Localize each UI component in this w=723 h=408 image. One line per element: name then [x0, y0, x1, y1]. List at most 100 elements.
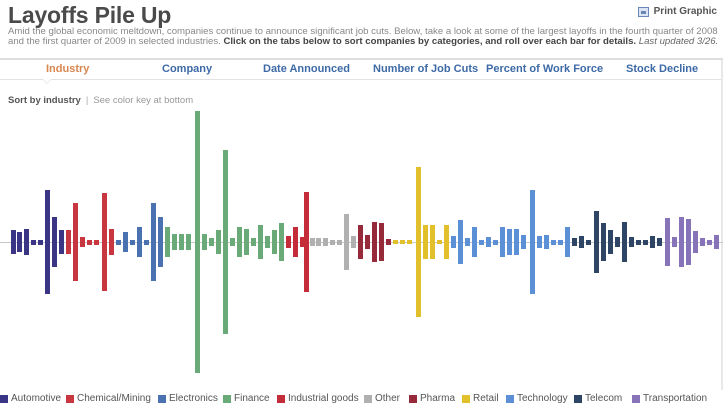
company-bar-other[interactable]	[344, 214, 349, 270]
company-bar-technology[interactable]	[500, 227, 505, 257]
company-bar-finance[interactable]	[279, 223, 284, 261]
company-bar-transportation[interactable]	[686, 219, 691, 265]
company-bar-finance[interactable]	[165, 227, 170, 257]
company-bar-automotive[interactable]	[45, 190, 50, 294]
company-bar-telecom[interactable]	[601, 223, 606, 261]
company-bar-retail[interactable]	[423, 225, 428, 259]
company-bar-chemical-mining[interactable]	[87, 239, 92, 245]
company-bar-finance[interactable]	[195, 111, 200, 373]
company-bar-finance[interactable]	[209, 238, 214, 246]
company-bar-retail[interactable]	[437, 240, 442, 244]
company-bar-chemical-mining[interactable]	[73, 203, 78, 281]
company-bar-transportation[interactable]	[672, 237, 677, 247]
company-bar-telecom[interactable]	[608, 230, 613, 254]
company-bar-pharma[interactable]	[365, 235, 370, 249]
company-bar-electronics[interactable]	[137, 227, 142, 257]
company-bar-telecom[interactable]	[643, 239, 648, 245]
company-bar-electronics[interactable]	[158, 217, 163, 267]
company-bar-pharma[interactable]	[386, 239, 391, 245]
company-bar-other[interactable]	[330, 239, 335, 245]
company-bar-technology[interactable]	[558, 239, 563, 245]
company-bar-other[interactable]	[316, 238, 321, 246]
company-bar-telecom[interactable]	[572, 238, 577, 246]
company-bar-electronics[interactable]	[116, 239, 121, 245]
tab-company[interactable]: Company	[162, 63, 213, 75]
company-bar-other[interactable]	[310, 238, 315, 246]
company-bar-telecom[interactable]	[650, 236, 655, 248]
company-bar-finance[interactable]	[265, 236, 270, 248]
tab-number-of-job-cuts[interactable]: Number of Job Cuts	[373, 63, 479, 75]
company-bar-finance[interactable]	[258, 225, 263, 259]
company-bar-transportation[interactable]	[714, 235, 719, 249]
company-bar-technology[interactable]	[486, 237, 491, 247]
company-bar-telecom[interactable]	[579, 236, 584, 248]
company-bar-finance[interactable]	[230, 238, 235, 246]
company-bar-chemical-mining[interactable]	[80, 237, 85, 247]
company-bar-telecom[interactable]	[586, 239, 591, 245]
company-bar-other[interactable]	[351, 236, 356, 248]
company-bar-electronics[interactable]	[151, 203, 156, 281]
company-bar-transportation[interactable]	[700, 238, 705, 246]
company-bar-retail[interactable]	[430, 225, 435, 259]
company-bar-finance[interactable]	[251, 238, 256, 246]
company-bar-telecom[interactable]	[615, 237, 620, 247]
print-graphic-button[interactable]: Print Graphic	[637, 6, 717, 17]
company-bar-electronics[interactable]	[123, 232, 128, 252]
company-bar-other[interactable]	[337, 239, 342, 245]
company-bar-transportation[interactable]	[693, 231, 698, 253]
tab-date-announced[interactable]: Date Announced	[263, 63, 350, 75]
company-bar-finance[interactable]	[223, 150, 228, 334]
company-bar-technology[interactable]	[521, 235, 526, 249]
company-bar-transportation[interactable]	[707, 239, 712, 245]
company-bar-technology[interactable]	[458, 220, 463, 264]
company-bar-transportation[interactable]	[679, 217, 684, 267]
company-bar-retail[interactable]	[407, 240, 412, 244]
company-bar-automotive[interactable]	[11, 230, 16, 254]
company-bar-chemical-mining[interactable]	[66, 230, 71, 254]
company-bar-retail[interactable]	[400, 240, 405, 244]
company-bar-technology[interactable]	[514, 229, 519, 255]
company-bar-telecom[interactable]	[594, 211, 599, 273]
company-bar-pharma[interactable]	[379, 223, 384, 261]
company-bar-automotive[interactable]	[52, 217, 57, 267]
tab-industry[interactable]: Industry	[46, 63, 90, 75]
company-bar-finance[interactable]	[179, 234, 184, 250]
company-bar-automotive[interactable]	[24, 229, 29, 255]
company-bar-telecom[interactable]	[622, 222, 627, 262]
company-bar-finance[interactable]	[172, 234, 177, 250]
company-bar-finance[interactable]	[216, 230, 221, 254]
company-bar-technology[interactable]	[451, 236, 456, 248]
company-bar-technology[interactable]	[472, 227, 477, 257]
company-bar-transportation[interactable]	[665, 218, 670, 266]
company-bar-automotive[interactable]	[31, 239, 36, 245]
company-bar-automotive[interactable]	[17, 232, 22, 252]
company-bar-industrial-goods[interactable]	[286, 236, 291, 248]
company-bar-technology[interactable]	[544, 235, 549, 249]
company-bar-retail[interactable]	[416, 167, 421, 317]
company-bar-retail[interactable]	[444, 225, 449, 259]
company-bar-finance[interactable]	[237, 227, 242, 257]
company-bar-finance[interactable]	[186, 234, 191, 250]
company-bar-automotive[interactable]	[38, 239, 43, 245]
company-bar-technology[interactable]	[507, 229, 512, 255]
company-bar-finance[interactable]	[202, 234, 207, 250]
company-bar-pharma[interactable]	[372, 222, 377, 262]
company-bar-other[interactable]	[323, 238, 328, 246]
company-bar-chemical-mining[interactable]	[109, 229, 114, 255]
company-bar-chemical-mining[interactable]	[94, 239, 99, 245]
company-bar-technology[interactable]	[551, 239, 556, 245]
company-bar-electronics[interactable]	[144, 239, 149, 245]
company-bar-technology[interactable]	[493, 239, 498, 245]
company-bar-technology[interactable]	[530, 190, 535, 294]
company-bar-chemical-mining[interactable]	[102, 193, 107, 291]
company-bar-telecom[interactable]	[629, 237, 634, 247]
company-bar-telecom[interactable]	[636, 239, 641, 245]
company-bar-finance[interactable]	[272, 230, 277, 254]
company-bar-retail[interactable]	[393, 240, 398, 244]
company-bar-pharma[interactable]	[358, 225, 363, 259]
company-bar-finance[interactable]	[244, 229, 249, 255]
company-bar-technology[interactable]	[565, 227, 570, 257]
company-bar-automotive[interactable]	[59, 230, 64, 254]
company-bar-technology[interactable]	[479, 239, 484, 245]
company-bar-industrial-goods[interactable]	[293, 227, 298, 257]
